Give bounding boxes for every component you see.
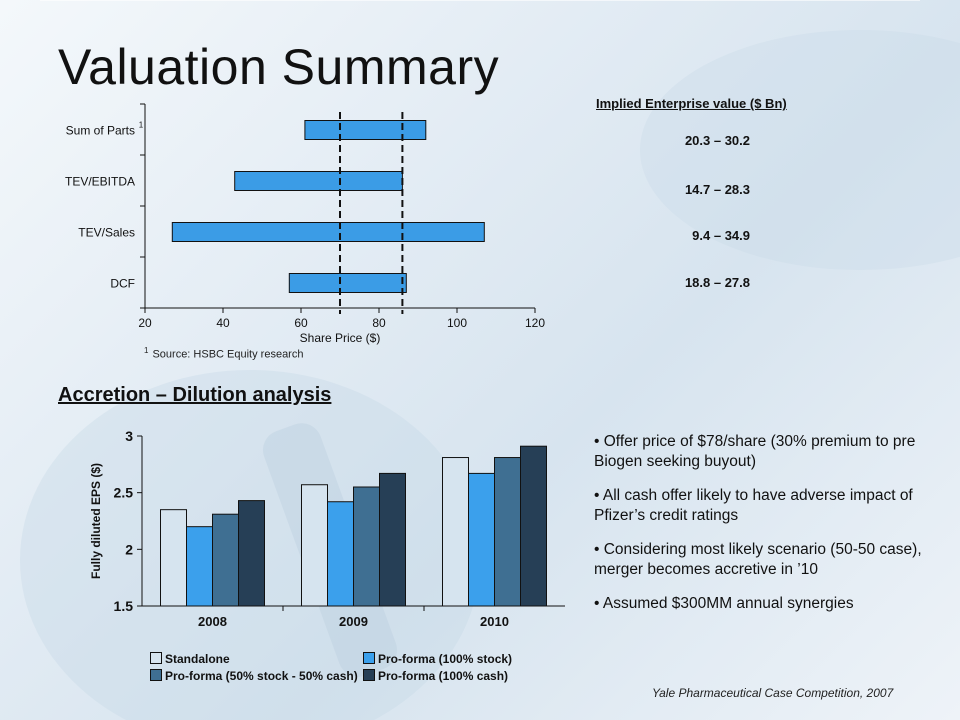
eps-bar bbox=[468, 472, 495, 607]
x-tick-label: 80 bbox=[372, 316, 386, 330]
y-tick-label: 2 bbox=[125, 541, 133, 557]
page-title: Valuation Summary bbox=[58, 39, 500, 95]
ev-range-sum-of-parts: 20.3 – 30.2 bbox=[684, 133, 750, 148]
x-tick-label: 20 bbox=[138, 316, 152, 330]
footnote-text: Source: HSBC Equity research bbox=[152, 348, 304, 361]
bullet-scenario: • Considering most likely scenario (50-5… bbox=[594, 541, 922, 578]
legend-swatch bbox=[150, 669, 162, 681]
legend-swatch bbox=[150, 652, 162, 664]
legend-swatch bbox=[363, 652, 375, 664]
x-tick-label: 40 bbox=[216, 316, 230, 330]
range-bar bbox=[304, 120, 427, 140]
legend-item-standalone: Standalone bbox=[150, 652, 230, 666]
footnote-marker: 1 bbox=[144, 346, 149, 355]
range-bar bbox=[288, 273, 407, 293]
eps-bar bbox=[327, 501, 354, 607]
category-footnote-marker: 1 bbox=[139, 121, 144, 130]
eps-bar bbox=[160, 509, 187, 607]
eps-bar bbox=[520, 445, 547, 607]
eps-bar bbox=[442, 457, 469, 607]
eps-bar bbox=[238, 500, 265, 607]
legend-item-proforma-5050: Pro-forma (50% stock - 50% cash) bbox=[150, 669, 358, 683]
legend-swatch bbox=[363, 669, 375, 681]
accretion-section-title: Accretion – Dilution analysis bbox=[58, 384, 332, 406]
category-label: Sum of Parts bbox=[66, 124, 135, 138]
category-label: DCF bbox=[110, 277, 135, 291]
key-points-list: • Offer price of $78/share (30% premium … bbox=[594, 432, 944, 628]
category-label: TEV/Sales bbox=[78, 226, 135, 240]
legend-label: Pro-forma (100% cash) bbox=[378, 669, 509, 683]
range-bar bbox=[234, 171, 403, 191]
eps-bar bbox=[353, 486, 380, 607]
eps-bar bbox=[212, 513, 239, 607]
footnote: 1 Source: HSBC Equity research bbox=[144, 346, 303, 361]
y-tick-label: 2.5 bbox=[114, 485, 134, 501]
eps-bar bbox=[301, 484, 328, 607]
eps-bar bbox=[379, 472, 406, 607]
valuation-range-chart: 20 40 60 80 100 120 Sum of Parts 1 TEV/EBITDA TEV… bbox=[65, 103, 545, 345]
legend-label: Standalone bbox=[165, 652, 230, 666]
implied-ev-header: Implied Enterprise value ($ Bn) bbox=[596, 96, 787, 111]
legend-item-proforma-stock: Pro-forma (100% stock) bbox=[363, 652, 512, 666]
x-category-label: 2009 bbox=[339, 614, 368, 629]
credit-line: Yale Pharmaceutical Case Competition, 20… bbox=[652, 686, 894, 700]
ev-range-tev-sales: 9.4 – 34.9 bbox=[692, 228, 750, 243]
range-bar bbox=[171, 222, 485, 242]
y-tick-label: 1.5 bbox=[114, 598, 134, 614]
ev-range-tev-ebitda: 14.7 – 28.3 bbox=[684, 182, 750, 197]
x-axis-title: Share Price ($) bbox=[300, 331, 381, 345]
x-category-label: 2010 bbox=[480, 614, 509, 629]
bullet-cash-offer: • All cash offer likely to have adverse … bbox=[594, 487, 913, 524]
legend-item-proforma-cash: Pro-forma (100% cash) bbox=[363, 669, 508, 683]
x-tick-label: 100 bbox=[447, 316, 467, 330]
x-tick-label: 120 bbox=[525, 316, 545, 330]
eps-bar bbox=[494, 457, 521, 607]
bullet-synergies: • Assumed $300MM annual synergies bbox=[594, 595, 854, 612]
legend-label: Pro-forma (100% stock) bbox=[378, 652, 513, 666]
x-category-label: 2008 bbox=[198, 614, 227, 629]
eps-bar-chart: 1.5 2 2.5 3 Fully diluted EPS ($) 2008 2009 201… bbox=[89, 428, 565, 629]
legend-label: Pro-forma (50% stock - 50% cash) bbox=[165, 669, 358, 683]
x-tick-label: 60 bbox=[294, 316, 308, 330]
category-label: TEV/EBITDA bbox=[65, 175, 135, 189]
y-axis-title: Fully diluted EPS ($) bbox=[89, 463, 103, 579]
bullet-offer-price: • Offer price of $78/share (30% premium … bbox=[594, 433, 916, 470]
ev-range-dcf: 18.8 – 27.8 bbox=[684, 275, 750, 290]
y-tick-label: 3 bbox=[125, 428, 133, 444]
eps-bar bbox=[186, 526, 213, 607]
